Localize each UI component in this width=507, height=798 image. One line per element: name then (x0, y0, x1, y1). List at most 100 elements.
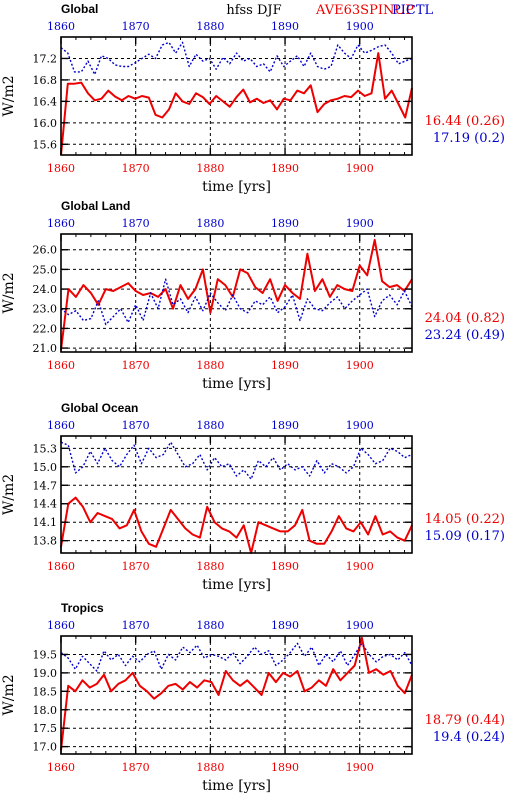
x-tick-label-bottom: 1870 (122, 560, 150, 573)
x-axis-label: time [yrs] (202, 577, 271, 593)
x-tick-label-bottom: 1890 (271, 359, 299, 372)
ctl-label: PICTL (392, 3, 434, 18)
x-tick-label-bottom: 1890 (271, 761, 299, 774)
exp-stat-label: 16.44 (0.26) (425, 114, 505, 129)
y-tick-label: 19.0 (33, 667, 58, 680)
x-tick-label-top: 1860 (47, 217, 75, 230)
y-tick-label: 17.2 (33, 52, 58, 65)
x-tick-label-top: 1860 (47, 619, 75, 632)
y-axis-label: W/m2 (1, 75, 17, 116)
panel-title: Global Ocean (61, 401, 138, 415)
panel-title: Tropics (61, 601, 104, 615)
x-tick-label-top: 1900 (346, 20, 374, 33)
series-line-ctl (60, 642, 413, 672)
plot-frame (60, 36, 413, 156)
x-tick-label-bottom: 1860 (47, 560, 75, 573)
x-tick-label-bottom: 1900 (346, 761, 374, 774)
x-tick-label-top: 1880 (196, 217, 224, 230)
series-line-ctl (60, 278, 413, 326)
exp-stat-label: 24.04 (0.82) (425, 311, 505, 326)
y-tick-label: 19.5 (33, 648, 58, 661)
series-line-exp (60, 52, 413, 156)
x-tick-label-bottom: 1870 (122, 162, 150, 175)
y-tick-label: 18.0 (33, 704, 58, 717)
x-tick-label-bottom: 1860 (47, 162, 75, 175)
x-tick-label-bottom: 1900 (346, 359, 374, 372)
y-tick-label: 15.0 (33, 461, 58, 474)
x-tick-label-bottom: 1870 (122, 761, 150, 774)
plot-frame (60, 635, 413, 755)
x-tick-label-top: 1880 (196, 619, 224, 632)
ctl-stat-label: 19.4 (0.24) (433, 730, 505, 745)
x-tick-label-bottom: 1890 (271, 162, 299, 175)
x-tick-label-top: 1860 (47, 20, 75, 33)
x-tick-label-top: 1870 (122, 419, 150, 432)
x-tick-label-bottom: 1880 (196, 761, 224, 774)
exp-stat-label: 14.05 (0.22) (425, 512, 505, 527)
plot-frame (60, 435, 413, 554)
exp-stat-label: 18.79 (0.44) (425, 713, 505, 728)
y-tick-label: 14.4 (33, 498, 58, 511)
y-tick-label: 16.8 (33, 74, 58, 87)
x-tick-label-bottom: 1880 (196, 560, 224, 573)
ctl-stat-label: 17.19 (0.2) (433, 131, 505, 146)
y-tick-label: 24.0 (33, 283, 58, 296)
variable-label: hfss DJF (226, 3, 281, 18)
series-line-ctl (60, 441, 413, 480)
x-tick-label-bottom: 1890 (271, 560, 299, 573)
x-axis-label: time [yrs] (202, 376, 271, 392)
y-axis-label: W/m2 (1, 474, 17, 515)
x-tick-label-top: 1890 (271, 20, 299, 33)
chart-panel: Tropics 1860 1860 1870 1870 1880 1880 1890 1890 1… (1, 601, 505, 794)
y-tick-label: 17.5 (33, 722, 58, 735)
x-tick-label-top: 1900 (346, 217, 374, 230)
x-axis-label: time [yrs] (202, 778, 271, 794)
x-tick-label-top: 1880 (196, 419, 224, 432)
x-tick-label-bottom: 1900 (346, 162, 374, 175)
series-line-exp (60, 238, 413, 351)
y-tick-label: 21.0 (33, 342, 58, 355)
ctl-stat-label: 15.09 (0.17) (425, 529, 505, 544)
y-tick-label: 25.0 (33, 263, 58, 276)
y-tick-label: 23.0 (33, 303, 58, 316)
exp-label: AVE63SPINUP (315, 3, 414, 18)
panel-title: Global (61, 2, 98, 16)
y-tick-label: 16.4 (33, 95, 58, 108)
x-tick-label-bottom: 1900 (346, 560, 374, 573)
x-tick-label-top: 1890 (271, 217, 299, 230)
x-tick-label-top: 1870 (122, 217, 150, 230)
x-tick-label-top: 1900 (346, 419, 374, 432)
x-tick-label-top: 1870 (122, 619, 150, 632)
panel-title: Global Land (61, 199, 130, 213)
y-tick-label: 14.7 (33, 479, 58, 492)
chart-panel: Global Land 1860 1860 1870 1870 1880 1880 1890 1… (1, 199, 505, 392)
x-tick-label-bottom: 1860 (47, 761, 75, 774)
ctl-stat-label: 23.24 (0.49) (425, 328, 505, 343)
y-tick-label: 15.3 (33, 442, 58, 455)
plot-frame (60, 233, 413, 353)
x-tick-label-top: 1890 (271, 619, 299, 632)
x-tick-label-top: 1860 (47, 419, 75, 432)
x-tick-label-bottom: 1880 (196, 359, 224, 372)
y-axis-label: W/m2 (1, 272, 17, 313)
y-tick-label: 17.0 (33, 741, 58, 754)
series-line-exp (60, 496, 413, 554)
y-tick-label: 16.0 (33, 117, 58, 130)
x-tick-label-bottom: 1880 (196, 162, 224, 175)
y-tick-label: 18.5 (33, 685, 58, 698)
y-tick-label: 22.0 (33, 322, 58, 335)
chart-panel: Global 1860 1860 1870 1870 1880 1880 1890 1890 19… (1, 2, 505, 195)
series-line-exp (60, 636, 413, 751)
x-tick-label-top: 1890 (271, 419, 299, 432)
x-tick-label-bottom: 1860 (47, 359, 75, 372)
y-tick-label: 26.0 (33, 244, 58, 257)
y-axis-label: W/m2 (1, 674, 17, 715)
y-tick-label: 13.8 (33, 535, 58, 548)
y-tick-label: 15.6 (33, 138, 58, 151)
series-line-ctl (60, 41, 413, 76)
x-tick-label-top: 1900 (346, 619, 374, 632)
x-tick-label-bottom: 1870 (122, 359, 150, 372)
chart-panel: Global Ocean 1860 1860 1870 1870 1880 1880 1890… (1, 401, 505, 593)
y-tick-label: 14.1 (33, 516, 58, 529)
